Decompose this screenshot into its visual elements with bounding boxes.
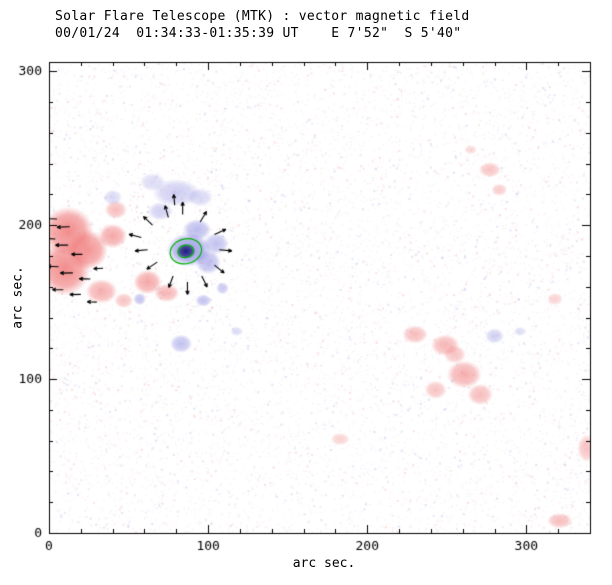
y-axis-label: arc sec. [10, 266, 26, 329]
plot-title: Solar Flare Telescope (MTK) : vector mag… [55, 9, 470, 24]
plot-subtitle: 00/01/24 01:34:33-01:35:39 UT E 7'52" S … [55, 26, 462, 41]
x-axis-label: arc sec. [292, 556, 356, 571]
